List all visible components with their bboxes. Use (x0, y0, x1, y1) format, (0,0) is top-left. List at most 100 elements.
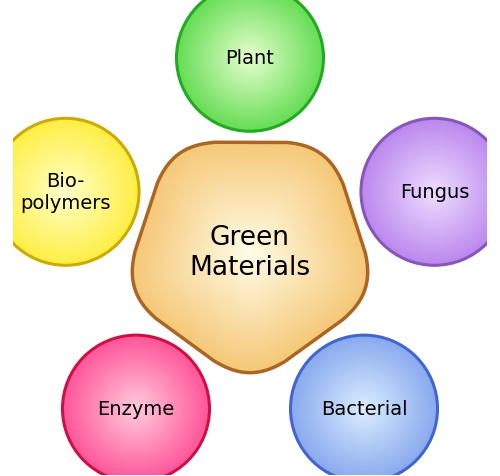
Circle shape (244, 53, 256, 65)
Polygon shape (158, 167, 342, 347)
Circle shape (396, 154, 472, 230)
Circle shape (318, 363, 410, 454)
Circle shape (196, 4, 304, 113)
Circle shape (406, 165, 463, 220)
Circle shape (314, 359, 414, 459)
Circle shape (355, 400, 373, 417)
Polygon shape (244, 247, 256, 258)
Circle shape (89, 362, 183, 456)
Circle shape (50, 176, 82, 208)
Circle shape (384, 142, 484, 242)
Polygon shape (144, 154, 356, 361)
Circle shape (106, 379, 166, 438)
Polygon shape (193, 199, 307, 310)
Circle shape (197, 6, 303, 111)
Circle shape (70, 343, 202, 475)
Circle shape (1, 128, 130, 257)
Circle shape (120, 393, 152, 425)
Circle shape (209, 18, 291, 100)
Circle shape (46, 173, 84, 211)
Circle shape (62, 336, 210, 476)
Circle shape (356, 401, 372, 416)
Circle shape (378, 137, 490, 248)
Circle shape (360, 405, 368, 413)
Circle shape (320, 365, 408, 453)
Circle shape (200, 9, 300, 109)
Circle shape (296, 341, 432, 476)
Circle shape (428, 187, 440, 198)
Polygon shape (148, 158, 352, 357)
Circle shape (372, 129, 498, 256)
Circle shape (323, 367, 405, 450)
Circle shape (247, 56, 253, 61)
Circle shape (364, 122, 500, 263)
Polygon shape (178, 185, 322, 327)
Circle shape (338, 382, 390, 435)
Circle shape (34, 161, 96, 223)
Polygon shape (170, 178, 330, 335)
Circle shape (411, 169, 458, 216)
Polygon shape (182, 188, 318, 323)
Circle shape (54, 181, 78, 204)
Circle shape (58, 185, 73, 200)
Circle shape (208, 16, 292, 101)
Circle shape (128, 401, 144, 416)
Circle shape (408, 166, 461, 219)
Circle shape (206, 15, 294, 103)
Circle shape (432, 189, 438, 195)
Circle shape (342, 387, 386, 431)
Circle shape (328, 374, 400, 444)
Circle shape (64, 191, 67, 194)
Circle shape (225, 34, 275, 84)
Polygon shape (156, 165, 344, 349)
Polygon shape (164, 172, 336, 341)
Circle shape (402, 160, 467, 225)
Circle shape (213, 22, 287, 95)
Circle shape (0, 126, 132, 258)
Circle shape (310, 355, 418, 463)
Circle shape (234, 42, 266, 75)
Circle shape (374, 132, 494, 253)
Polygon shape (186, 192, 314, 318)
Circle shape (186, 0, 314, 123)
Circle shape (17, 144, 114, 241)
Circle shape (420, 178, 449, 207)
Circle shape (39, 166, 92, 219)
Circle shape (306, 352, 422, 466)
Circle shape (433, 191, 436, 194)
Polygon shape (199, 205, 301, 305)
Circle shape (398, 156, 471, 229)
Circle shape (214, 23, 286, 94)
Circle shape (111, 384, 161, 434)
Circle shape (98, 371, 174, 447)
Circle shape (203, 12, 297, 106)
Circle shape (188, 0, 312, 120)
Polygon shape (234, 238, 266, 268)
Circle shape (370, 128, 499, 257)
Circle shape (400, 159, 468, 226)
Circle shape (20, 147, 111, 238)
Circle shape (6, 134, 124, 251)
Polygon shape (240, 243, 260, 262)
Circle shape (204, 13, 296, 104)
Circle shape (376, 134, 494, 251)
Circle shape (22, 149, 110, 237)
Circle shape (10, 137, 122, 248)
Circle shape (405, 163, 464, 222)
Circle shape (33, 160, 98, 225)
Circle shape (99, 372, 172, 446)
Text: Fungus: Fungus (400, 183, 469, 202)
Circle shape (362, 407, 366, 410)
Circle shape (333, 378, 395, 440)
Circle shape (60, 187, 72, 198)
Circle shape (312, 357, 416, 460)
Circle shape (44, 170, 88, 214)
Circle shape (180, 0, 320, 129)
Circle shape (108, 381, 164, 436)
Circle shape (328, 372, 401, 446)
Circle shape (292, 337, 436, 476)
Circle shape (133, 406, 139, 412)
Circle shape (248, 57, 252, 60)
Circle shape (116, 388, 156, 429)
Polygon shape (174, 181, 326, 331)
